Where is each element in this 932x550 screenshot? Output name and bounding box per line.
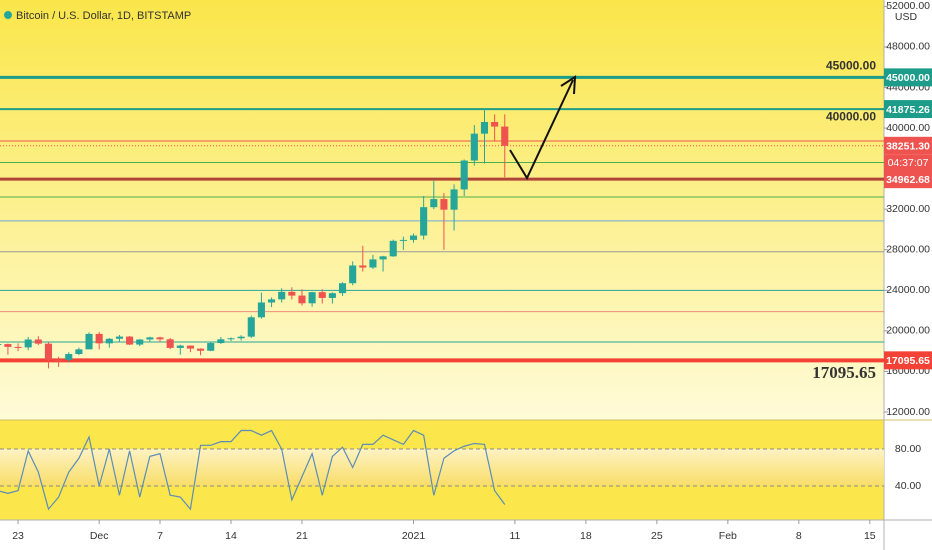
candle-body — [470, 133, 478, 161]
x-tick-label: 2021 — [402, 530, 426, 542]
candle-body — [501, 126, 509, 146]
arrow-head — [560, 75, 577, 95]
candle-body — [480, 121, 489, 134]
price-tag — [884, 136, 932, 155]
time-axis — [0, 520, 884, 550]
price-axis — [884, 0, 932, 550]
x-tick-label: 7 — [157, 530, 163, 542]
candle-body — [0, 344, 2, 346]
projection-arrow — [509, 79, 574, 181]
countdown-label: 04:37:07 — [888, 157, 929, 169]
candle-body — [338, 283, 347, 294]
candle-body — [207, 343, 215, 351]
oscillator-tick-label: 40.00 — [895, 480, 921, 492]
price-tag-label: 17095.65 — [886, 355, 930, 367]
annotation: 45000.00 — [826, 59, 876, 73]
candle-body — [440, 199, 448, 210]
price-tag-label: 34962.68 — [886, 174, 930, 186]
x-tick-label: 14 — [225, 530, 237, 542]
candle-body — [359, 265, 367, 268]
candle-body — [65, 353, 73, 360]
candle-body — [176, 345, 184, 348]
candle-body — [420, 207, 428, 236]
y-tick-label: 28000.00 — [886, 244, 930, 256]
candle-body — [44, 343, 53, 360]
y-tick-label: 40000.00 — [886, 122, 930, 134]
x-tick-label: 8 — [796, 530, 802, 542]
x-tick-label: Feb — [719, 530, 737, 542]
candle-body — [389, 240, 397, 257]
candle-body — [450, 189, 458, 210]
price-tag-label: 38251.30 — [886, 141, 930, 153]
candle-body — [318, 292, 326, 298]
candle-body — [379, 256, 387, 260]
candle-body — [126, 336, 134, 345]
x-tick-label: 23 — [12, 530, 24, 542]
candle-body — [298, 295, 306, 304]
candle-body — [237, 336, 245, 339]
candle-body — [399, 239, 407, 241]
candle-body — [146, 337, 154, 340]
price-tag — [884, 100, 932, 119]
candle-body — [369, 259, 377, 268]
candle-body — [247, 317, 255, 337]
candle-body — [227, 338, 235, 340]
currency-label: USD — [895, 11, 918, 23]
price-tag — [884, 68, 932, 87]
price-tag-label: 45000.00 — [886, 72, 930, 84]
x-tick-label: 11 — [509, 530, 520, 542]
candle-body — [95, 333, 103, 344]
candle-body — [197, 348, 205, 351]
candle-body — [14, 346, 22, 348]
oscillator-tick-label: 80.00 — [895, 443, 921, 455]
status-dot — [4, 11, 12, 19]
candle-body — [349, 265, 357, 284]
y-tick-label: 12000.00 — [886, 406, 930, 418]
x-tick-label: Dec — [90, 530, 109, 542]
price-tag — [884, 170, 932, 189]
candle-body — [267, 299, 276, 303]
candle-body — [115, 336, 123, 339]
x-tick-label: 15 — [864, 530, 876, 542]
y-tick-label: 32000.00 — [886, 203, 930, 215]
candle-body — [430, 199, 438, 208]
candle-body — [85, 333, 93, 350]
candle-body — [55, 359, 63, 361]
candle-body — [460, 160, 468, 190]
oscillator-line — [0, 429, 506, 511]
candle-body — [105, 338, 113, 344]
candle-body — [288, 291, 296, 296]
price-tag-label: 41875.26 — [886, 104, 930, 116]
candle-body — [24, 339, 32, 348]
y-tick-label: 48000.00 — [886, 41, 930, 53]
x-tick-label: 18 — [580, 530, 592, 542]
candle-body — [136, 339, 144, 345]
x-tick-label: 21 — [296, 530, 308, 542]
candle-body — [278, 291, 286, 300]
candle-body — [328, 293, 336, 298]
candle-body — [409, 235, 418, 240]
y-tick-label: 24000.00 — [886, 284, 930, 296]
y-tick-label: 20000.00 — [886, 325, 930, 337]
candle-body — [4, 344, 12, 347]
x-tick-label: 25 — [651, 530, 663, 542]
candle-body — [75, 349, 83, 354]
y-tick-label: 52000.00 — [886, 0, 930, 12]
countdown-tag — [884, 154, 932, 171]
candle-body — [308, 292, 316, 304]
annotation: 40000.00 — [826, 109, 876, 123]
chart-title: Bitcoin / U.S. Dollar, 1D, BITSTAMP — [16, 10, 191, 22]
candle-body — [156, 337, 164, 340]
candle-body — [186, 345, 194, 349]
price-tag — [884, 351, 932, 370]
annotation: 17095.65 — [812, 363, 876, 382]
candle-body — [217, 339, 225, 344]
candle-body — [491, 121, 499, 127]
candle-body — [34, 339, 42, 344]
candle-body — [257, 302, 265, 318]
plot-background — [0, 0, 884, 420]
candle-body — [166, 339, 174, 348]
